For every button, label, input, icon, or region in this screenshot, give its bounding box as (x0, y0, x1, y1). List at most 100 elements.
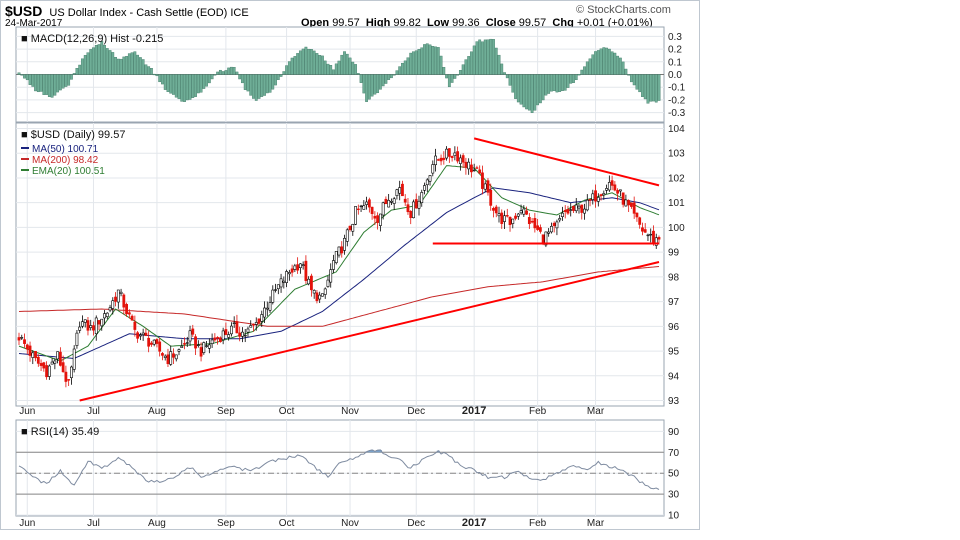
macd-hist-bar (144, 64, 148, 75)
candle-body (500, 212, 504, 224)
candle-body (486, 180, 490, 193)
candle-body (580, 204, 584, 213)
macd-hist-bar (147, 66, 151, 75)
candle-body (467, 161, 471, 170)
macd-hist-bar (45, 74, 48, 95)
candle-body (28, 345, 32, 356)
macd-hist-bar (36, 74, 40, 93)
candle-body (185, 342, 189, 344)
candle-body (326, 279, 330, 287)
macd-hist-bar (238, 74, 242, 80)
macd-hist-bar (583, 66, 586, 75)
candle-body (23, 339, 26, 344)
macd-hist-bar (158, 74, 162, 83)
candle-body (439, 157, 443, 162)
macd-hist-bar (497, 54, 501, 75)
macd-ytick-label: -0.1 (668, 83, 686, 94)
candle-body (334, 251, 338, 264)
macd-hist-bar (632, 74, 636, 86)
macd-hist-bar (602, 47, 606, 75)
candle-body (122, 294, 126, 308)
macd-hist-bar (616, 55, 620, 75)
chg-value: +0.01 (+0.01%) (576, 17, 653, 29)
macd-hist-bar (227, 67, 231, 75)
macd-hist-bar (475, 41, 479, 75)
macd-hist-bar (594, 51, 597, 75)
legend-entry: MA(50) 100.71 (32, 144, 99, 155)
macd-hist-bar (252, 74, 255, 99)
macd-hist-bar (224, 70, 228, 75)
candle-body (86, 320, 90, 331)
price-ytick-label: 102 (668, 173, 685, 184)
price-ytick-label: 104 (668, 124, 685, 135)
candle-body (588, 198, 592, 201)
macd-hist-bar (285, 65, 288, 75)
macd-hist-bar (536, 74, 540, 106)
candle-body (423, 185, 426, 191)
close-label: Close (485, 17, 516, 29)
macd-hist-bar (580, 69, 584, 75)
macd-hist-bar (558, 74, 562, 92)
macd-hist-bar (450, 74, 454, 83)
macd-hist-bar (555, 74, 559, 93)
candle-body (489, 189, 493, 206)
price-legend-title: ■ $USD (Daily) 99.57 (21, 129, 125, 141)
chart-canvas: 0.3 0.20.1 0.0 -0.1-0.2 -0.3 104 103 102 101 100 9… (15, 26, 686, 529)
candle-body (591, 193, 595, 200)
candle-body (78, 326, 82, 331)
candle-body (616, 190, 620, 194)
candle-body (39, 363, 43, 366)
low-label: Low (427, 17, 450, 29)
candle-body (216, 337, 220, 339)
macd-hist-bar (348, 57, 352, 75)
candle-body (274, 289, 277, 291)
macd-hist-bar (500, 63, 504, 75)
candle-body (632, 202, 636, 214)
candle-body (298, 263, 302, 268)
candle-body (434, 155, 437, 166)
open-value: 99.57 (332, 17, 360, 29)
macd-hist-bar (618, 57, 622, 75)
open-label: Open (301, 17, 330, 29)
candle-body (263, 307, 266, 318)
macd-hist-bar (483, 39, 487, 75)
macd-hist-bar (53, 74, 57, 96)
macd-hist-bar (185, 74, 189, 101)
macd-hist-bar (34, 74, 37, 92)
candle-body (602, 193, 606, 196)
candle-body (627, 200, 631, 206)
candle-body (257, 318, 261, 324)
rsi-xtick-label: Feb (529, 518, 547, 529)
macd-hist-bar (447, 74, 451, 88)
macd-hist-bar (630, 74, 633, 83)
macd-hist-bar (621, 61, 625, 75)
candle-body (409, 210, 413, 218)
macd-hist-bar (533, 74, 537, 111)
macd-hist-bar (172, 74, 175, 95)
candle-body (624, 199, 628, 207)
macd-hist-bar (657, 74, 661, 101)
candle-body (119, 291, 123, 294)
candle-body (285, 271, 288, 283)
macd-hist-bar (83, 55, 87, 75)
high-value: 99.82 (393, 17, 421, 29)
candle-body (373, 215, 377, 219)
candle-body (188, 330, 192, 342)
candle-body (610, 180, 614, 186)
trendline-0 (79, 261, 660, 402)
candle-body (387, 200, 391, 208)
candle-body (207, 344, 211, 349)
candle-body (475, 167, 479, 169)
candle-body (583, 208, 586, 214)
candle-body (94, 317, 98, 334)
candle-body (376, 215, 380, 223)
macd-hist-bar (177, 74, 181, 100)
macd-hist-bar (337, 60, 341, 75)
candle-body (345, 229, 349, 242)
macd-hist-bar (478, 39, 482, 75)
macd-hist-bar (577, 74, 581, 76)
candle-body (343, 237, 346, 251)
candle-body (42, 362, 46, 369)
macd-hist-bar (290, 57, 294, 75)
candle-body (395, 189, 399, 197)
